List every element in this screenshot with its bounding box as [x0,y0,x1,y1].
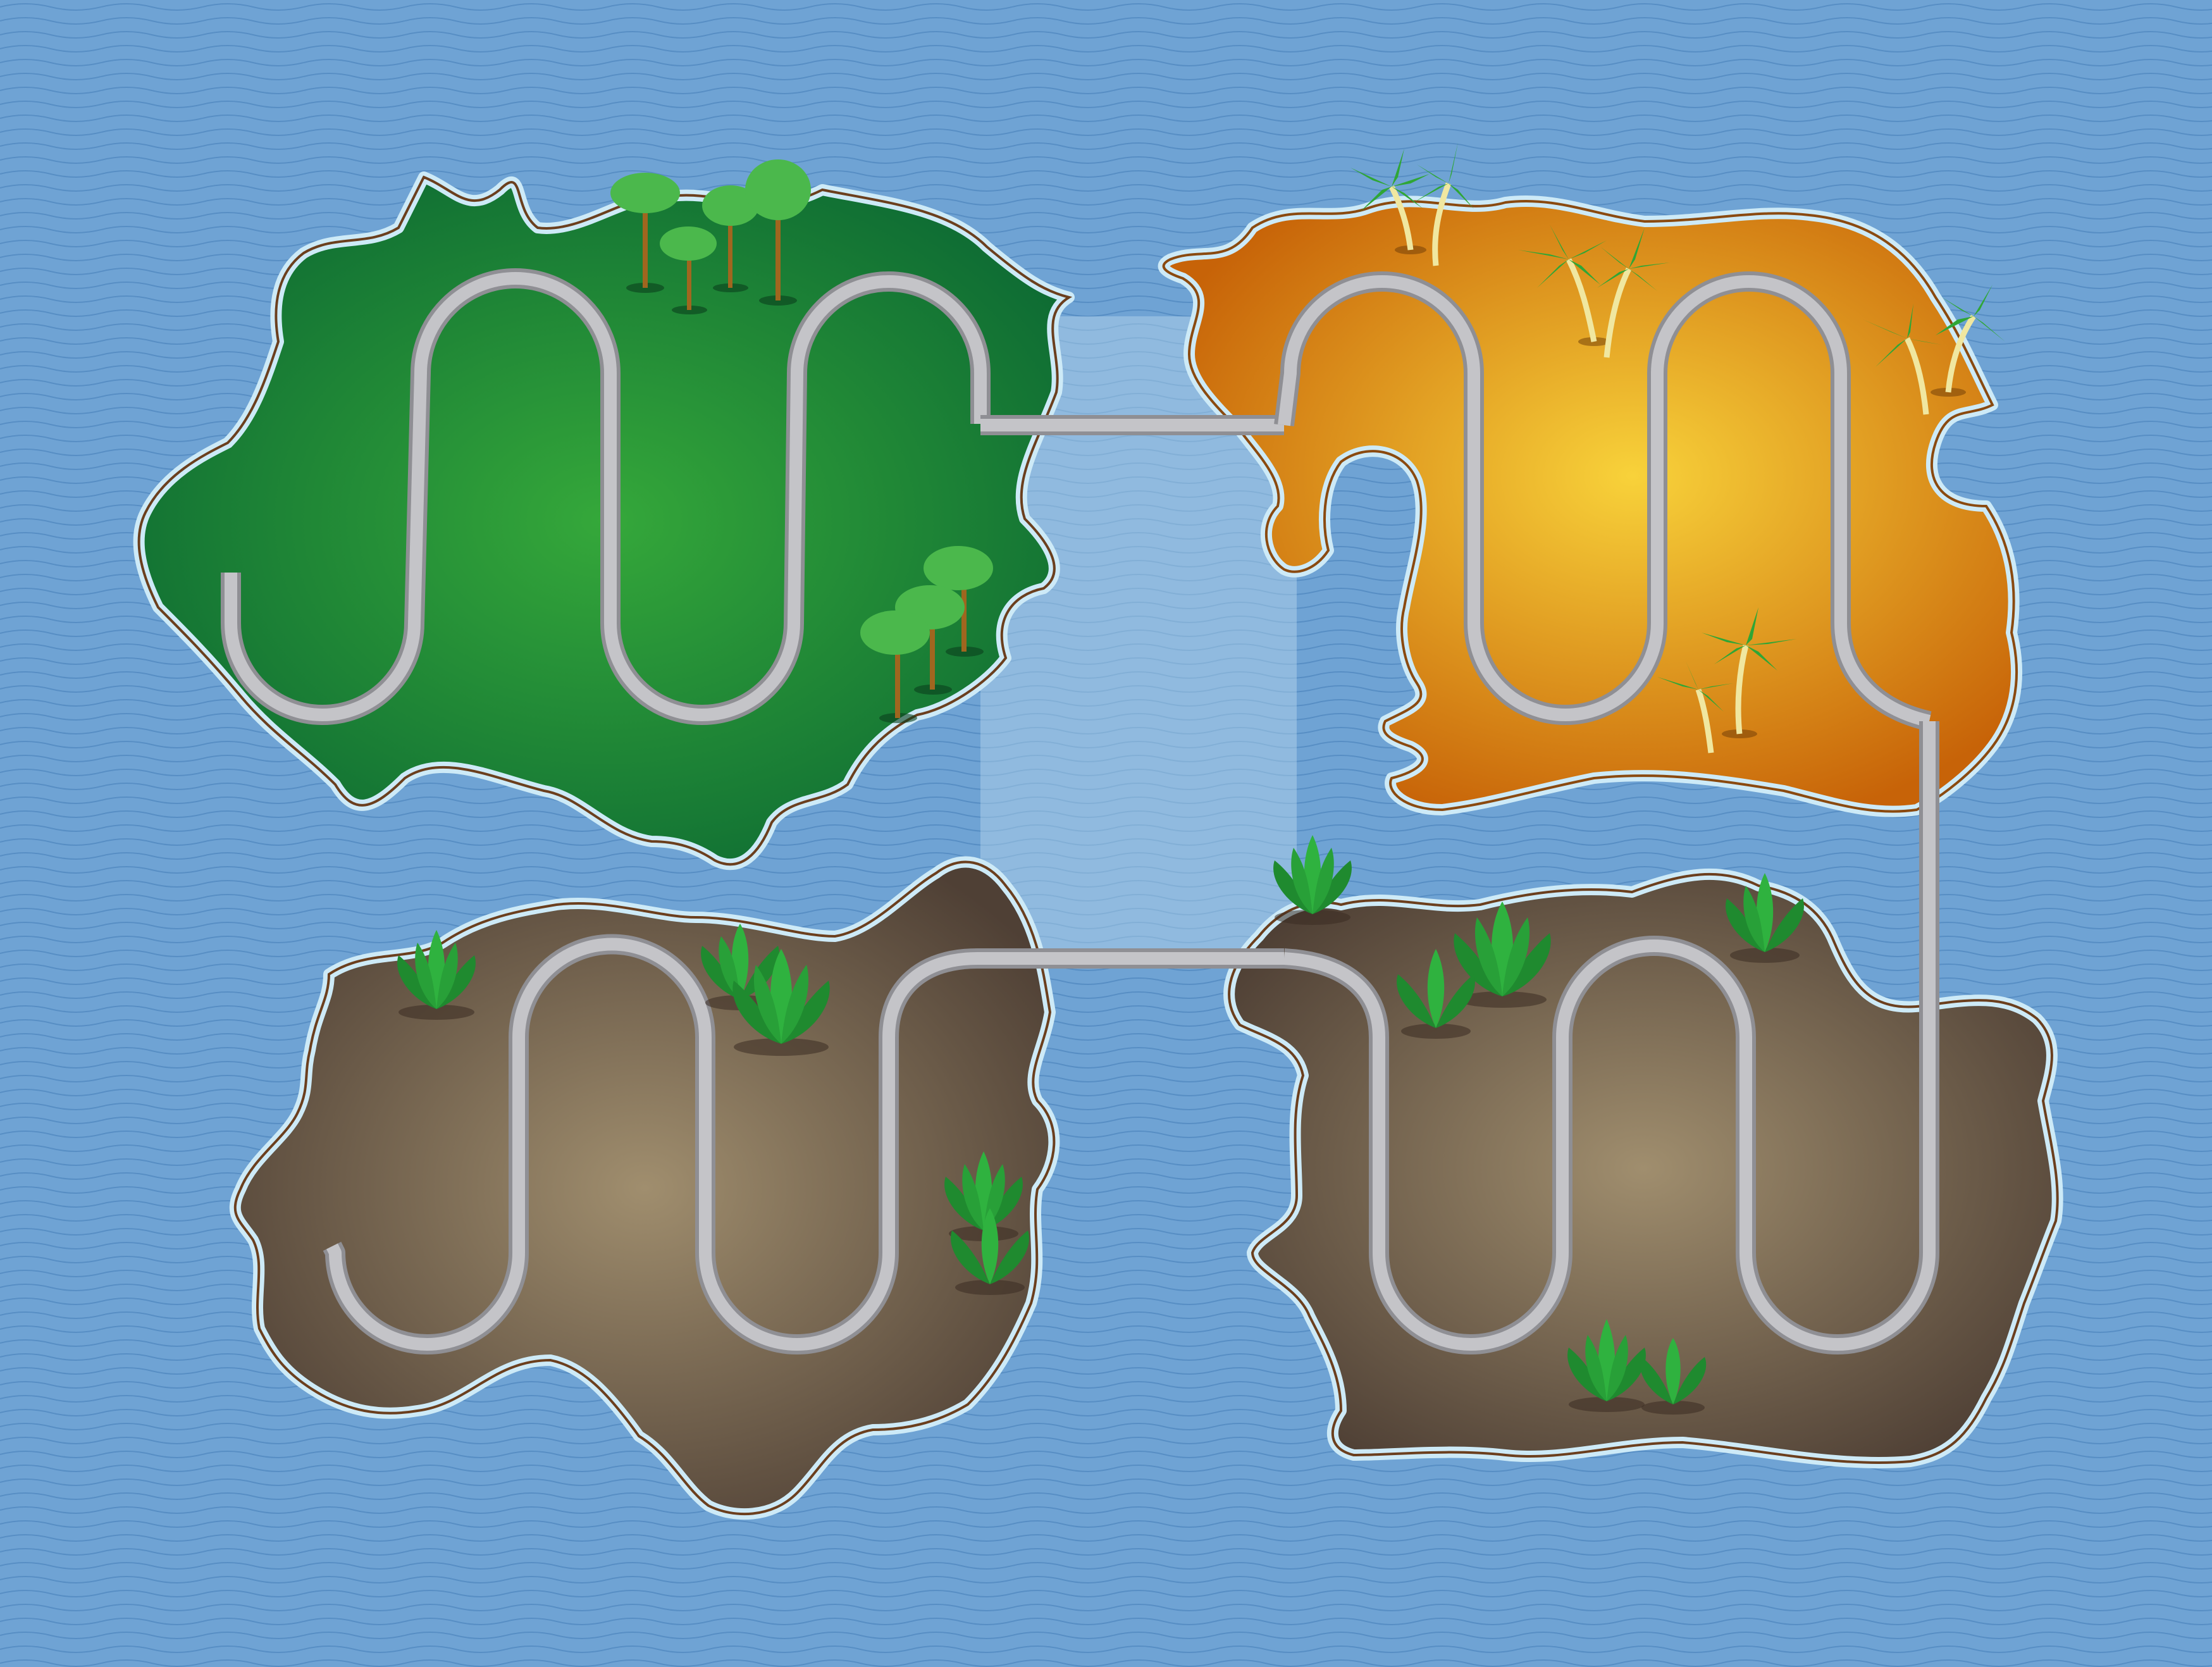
bush-icon [1567,1319,1646,1412]
palm-icon [1702,607,1796,738]
bush-icon [1726,873,1804,963]
tree-icon [610,173,680,293]
bush-icon [1397,949,1475,1039]
palm-icon [1863,304,1942,415]
tree-icon [702,185,759,292]
track-swamp-left [323,934,978,1354]
swamp-bushes [397,835,1804,1415]
bush-icon [397,930,476,1020]
track-desert [1274,271,1932,731]
palm-icon [1518,225,1610,346]
palm-icon [1414,142,1486,266]
palm-icon [1597,228,1670,358]
bush-icon [1454,902,1551,1008]
desert-palms [1350,142,2024,753]
bush-icon [951,1208,1029,1295]
track-forest [221,268,991,725]
island-desert [1158,195,2023,817]
palm-icon [1657,661,1733,753]
palm-icon [1931,285,2024,397]
bush-icon [732,949,830,1056]
bush-icon [1273,835,1352,925]
bush-icon [1640,1338,1707,1415]
tree-icon [860,610,930,723]
palm-icon [1350,149,1430,254]
tree-icon [660,226,717,314]
tree-icon [924,546,993,657]
tree-icon [745,159,811,306]
track-path [221,268,1939,1354]
forest-trees [610,159,993,723]
track-swamp-right [1283,936,1939,1354]
